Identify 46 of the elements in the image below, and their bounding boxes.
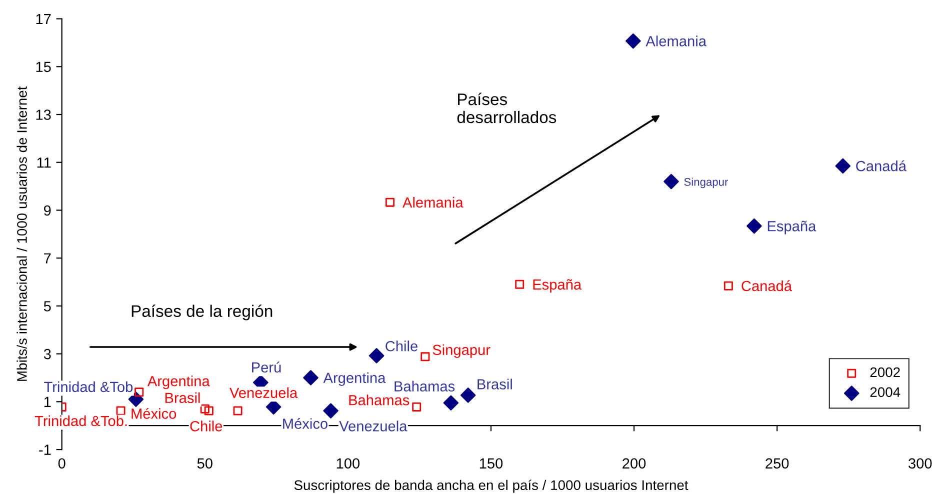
annotation: España xyxy=(533,279,582,293)
annotation: Argentina xyxy=(147,376,210,390)
annotation: Argentina xyxy=(323,372,386,386)
annotation: Trinidad &Tob. xyxy=(34,415,127,426)
annotation: Brasil xyxy=(165,392,200,404)
x-axis-title: Suscriptores de banda ancha en el país / 1000 usuarios Internet xyxy=(294,480,688,493)
annotation: México xyxy=(132,408,176,419)
x-tick-label: 250 xyxy=(766,458,789,469)
y-tick-label: 9 xyxy=(44,205,51,216)
annotation: Canadá xyxy=(742,280,792,292)
y-tick-label: 15 xyxy=(36,62,51,72)
annotation: Brasil xyxy=(478,378,512,390)
annotation: Venezuela xyxy=(339,420,408,432)
y-tick-label: 1 xyxy=(44,396,51,407)
x-tick-label: 150 xyxy=(480,458,503,469)
annotation: Singapur xyxy=(432,344,490,358)
y-tick-label: 13 xyxy=(36,110,51,120)
annotation: Venezuela xyxy=(230,387,298,398)
y-tick-label: 3 xyxy=(44,348,51,360)
x-tick-label: 0 xyxy=(58,458,66,469)
x-tick-label: 300 xyxy=(908,458,932,469)
legend-label: 2002 xyxy=(870,367,900,378)
x-tick-label: 100 xyxy=(336,458,360,469)
annotation: Alemania xyxy=(402,196,464,208)
annotation: Chile xyxy=(386,340,418,352)
annotation: Chile xyxy=(190,420,222,432)
x-tick-label: 50 xyxy=(197,458,212,469)
annotation: Singapur xyxy=(684,178,728,188)
legend-label: 2004 xyxy=(870,387,900,398)
annotation: Alemania xyxy=(646,36,706,46)
annotation: Perú xyxy=(252,362,281,373)
y-axis-title: Mbits/s internacional / 1000 usuarios de Internet xyxy=(16,86,27,381)
annotation: Países de la región xyxy=(132,304,272,320)
y-tick-label: 7 xyxy=(44,253,51,264)
y-tick-label: 5 xyxy=(44,301,51,312)
annotation: Bahamas xyxy=(349,394,410,406)
annotation: México xyxy=(283,418,328,429)
annotation: Canadá xyxy=(856,160,906,172)
y-tick-label: 11 xyxy=(37,158,51,168)
annotation: Trinidad &Tob xyxy=(44,381,133,392)
x-tick-label: 200 xyxy=(622,458,646,469)
annotation: España xyxy=(768,220,816,234)
y-tick-label: 17 xyxy=(36,14,51,24)
annotation: Bahamas xyxy=(394,380,455,392)
y-tick-label: -1 xyxy=(39,444,51,455)
annotation: Países desarrollados xyxy=(457,92,556,124)
